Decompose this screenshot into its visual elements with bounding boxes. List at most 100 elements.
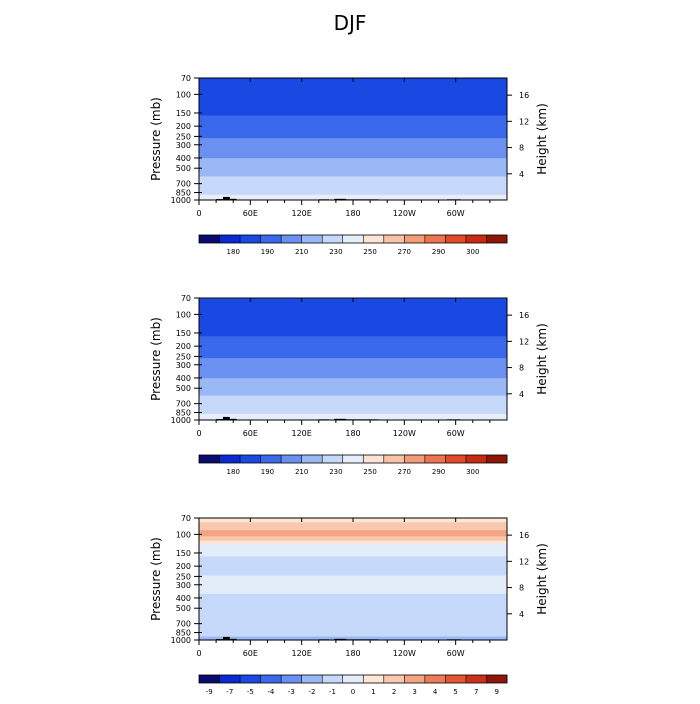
contour-band bbox=[199, 368, 507, 371]
contour-band bbox=[199, 589, 507, 591]
contour-band bbox=[199, 604, 507, 606]
contour-band bbox=[199, 176, 507, 178]
contour-band bbox=[199, 178, 507, 180]
colorbar-swatch bbox=[322, 455, 344, 463]
colorbar-swatch bbox=[219, 235, 241, 243]
y2-tick-label: 4 bbox=[519, 170, 524, 179]
colorbar-frame bbox=[198, 454, 508, 464]
contour-band bbox=[199, 406, 507, 409]
contour-band bbox=[199, 322, 507, 324]
colorbar-label: -4 bbox=[267, 688, 275, 696]
contour-band bbox=[199, 111, 507, 114]
contour-band bbox=[199, 410, 507, 412]
panel-3: 7010015020025030040050070085010001612840… bbox=[149, 514, 549, 696]
contour-band bbox=[199, 415, 507, 418]
colorbar-label: 300 bbox=[466, 248, 479, 256]
y2-axis-label: Height (km) bbox=[535, 103, 549, 174]
contour-band bbox=[199, 550, 507, 552]
contour-band bbox=[199, 525, 507, 528]
contour-band bbox=[199, 607, 507, 610]
contour-band bbox=[199, 325, 507, 328]
contour-band bbox=[199, 193, 507, 195]
contour-band bbox=[199, 329, 507, 331]
contour-band bbox=[199, 102, 507, 104]
contour-band bbox=[199, 304, 507, 306]
contour-band bbox=[199, 531, 507, 533]
contour-band bbox=[199, 638, 507, 640]
y-tick-label: 400 bbox=[176, 594, 191, 603]
contour-band bbox=[199, 157, 507, 159]
terrain-mask bbox=[222, 196, 230, 200]
y-tick-label: 100 bbox=[176, 530, 191, 539]
contour-band bbox=[199, 528, 507, 530]
y2-tick-label: 12 bbox=[519, 557, 529, 566]
colorbar-label: -7 bbox=[226, 688, 233, 696]
contour-band bbox=[199, 552, 507, 555]
contour-band bbox=[199, 385, 507, 387]
contour-band bbox=[199, 316, 507, 318]
colorbar-swatch bbox=[260, 455, 282, 463]
contour-band bbox=[199, 359, 507, 362]
y-tick-label: 300 bbox=[176, 361, 191, 370]
colorbar-swatch bbox=[486, 675, 508, 683]
contour-band bbox=[199, 122, 507, 124]
x-tick-label: 120E bbox=[292, 649, 312, 658]
contour-band bbox=[199, 524, 507, 526]
contour-band bbox=[199, 561, 507, 564]
contour-band bbox=[199, 549, 507, 551]
colorbar-swatch bbox=[281, 455, 302, 463]
contour-band bbox=[199, 352, 507, 355]
contour-band bbox=[199, 168, 507, 171]
y-tick-label: 850 bbox=[176, 409, 191, 418]
colorbar-label: 9 bbox=[494, 688, 498, 696]
colorbar-swatch bbox=[219, 455, 241, 463]
contour-band bbox=[199, 364, 507, 366]
contour-band bbox=[199, 596, 507, 598]
contour-band bbox=[199, 577, 507, 579]
contour-band bbox=[199, 593, 507, 596]
contour-band bbox=[199, 363, 507, 365]
contour-band bbox=[199, 116, 507, 118]
contour-band bbox=[199, 620, 507, 623]
colorbar-swatch bbox=[322, 675, 344, 683]
contour-band bbox=[199, 132, 507, 135]
contour-band bbox=[199, 376, 507, 378]
contour-band bbox=[199, 409, 507, 412]
contour-band bbox=[199, 612, 507, 614]
contour-band bbox=[199, 621, 507, 624]
contour-band bbox=[199, 634, 507, 637]
contour-band bbox=[199, 629, 507, 632]
contour-band bbox=[199, 536, 507, 538]
contour-band bbox=[199, 123, 507, 125]
y-tick-label: 400 bbox=[176, 154, 191, 163]
contour-band bbox=[199, 350, 507, 352]
x-tick-label: 180 bbox=[345, 209, 360, 218]
contour-band bbox=[199, 83, 507, 85]
contour-band bbox=[199, 608, 507, 611]
colorbar-swatch bbox=[465, 235, 487, 243]
contour-band bbox=[199, 626, 507, 628]
colorbar-swatch bbox=[363, 675, 385, 683]
contour-band bbox=[199, 175, 507, 178]
contour-band bbox=[199, 387, 507, 390]
contour-band bbox=[199, 193, 507, 196]
colorbar-swatch bbox=[301, 235, 323, 243]
contour-band bbox=[199, 366, 507, 369]
contour-band bbox=[199, 393, 507, 396]
contour-band bbox=[199, 135, 507, 137]
contour-band bbox=[199, 545, 507, 547]
contour-band bbox=[199, 313, 507, 316]
y-tick-label: 200 bbox=[176, 342, 191, 351]
y-tick-label: 700 bbox=[176, 620, 191, 629]
colorbar-label: 180 bbox=[227, 248, 240, 256]
contour-band bbox=[199, 637, 507, 639]
contour-band bbox=[199, 160, 507, 163]
contour-band bbox=[199, 155, 507, 158]
contour-band bbox=[199, 154, 507, 157]
contour-band bbox=[199, 162, 507, 164]
contour-band bbox=[199, 521, 507, 523]
contour-band bbox=[199, 523, 507, 525]
contour-band bbox=[199, 572, 507, 574]
